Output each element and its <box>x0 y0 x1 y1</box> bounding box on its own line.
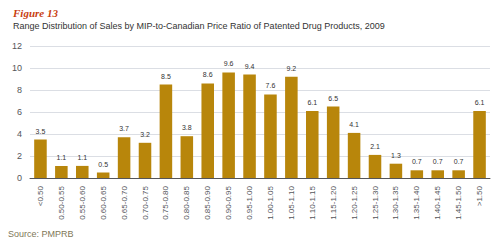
svg-text:Figure 13: Figure 13 <box>12 7 58 19</box>
svg-text:1.1: 1.1 <box>56 154 66 161</box>
svg-text:0.95-1.00: 0.95-1.00 <box>245 185 254 219</box>
svg-text:3.7: 3.7 <box>119 125 129 132</box>
svg-text:12: 12 <box>12 41 22 51</box>
svg-text:1.15-1.20: 1.15-1.20 <box>329 185 338 219</box>
svg-text:0.90-0.95: 0.90-0.95 <box>224 185 233 219</box>
svg-text:0.80-0.85: 0.80-0.85 <box>182 185 191 219</box>
svg-text:4.1: 4.1 <box>349 121 359 128</box>
svg-text:1.30-1.35: 1.30-1.35 <box>391 185 400 219</box>
svg-text:1.3: 1.3 <box>391 152 401 159</box>
svg-text:0.7: 0.7 <box>454 158 464 165</box>
svg-text:0.7: 0.7 <box>433 158 443 165</box>
svg-text:6.1: 6.1 <box>307 99 317 106</box>
svg-text:10: 10 <box>12 63 22 73</box>
svg-text:0.60-0.65: 0.60-0.65 <box>99 185 108 219</box>
svg-text:4: 4 <box>17 129 22 139</box>
svg-text:3.8: 3.8 <box>182 124 192 131</box>
svg-text:0.65-0.70: 0.65-0.70 <box>120 185 129 219</box>
svg-text:<0.50: <0.50 <box>36 185 45 206</box>
svg-text:8: 8 <box>17 85 22 95</box>
svg-text:9.2: 9.2 <box>286 65 296 72</box>
svg-text:1.35-1.40: 1.35-1.40 <box>412 185 421 219</box>
svg-text:8.6: 8.6 <box>203 71 213 78</box>
svg-text:1.05-1.10: 1.05-1.10 <box>287 185 296 219</box>
svg-text:0.85-0.90: 0.85-0.90 <box>203 185 212 219</box>
svg-text:1.00-1.05: 1.00-1.05 <box>266 185 275 219</box>
svg-text:1.1: 1.1 <box>77 154 87 161</box>
svg-text:1.25-1.30: 1.25-1.30 <box>371 185 380 219</box>
svg-text:2.1: 2.1 <box>370 143 380 150</box>
svg-text:Range Distribution of Sales by: Range Distribution of Sales by MIP-to-Ca… <box>13 21 385 31</box>
svg-text:3.5: 3.5 <box>36 128 46 135</box>
svg-text:0: 0 <box>17 173 22 183</box>
svg-text:1.45-1.50: 1.45-1.50 <box>454 185 463 219</box>
svg-text:0.75-0.80: 0.75-0.80 <box>161 185 170 219</box>
svg-text:6.5: 6.5 <box>328 95 338 102</box>
svg-text:1.20-1.25: 1.20-1.25 <box>350 185 359 219</box>
svg-text:>1.50: >1.50 <box>475 185 484 206</box>
svg-text:6: 6 <box>17 107 22 117</box>
svg-text:0.5: 0.5 <box>98 161 108 168</box>
svg-text:3.2: 3.2 <box>140 131 150 138</box>
svg-text:9.6: 9.6 <box>224 60 234 67</box>
svg-text:0.7: 0.7 <box>412 158 422 165</box>
svg-text:1.40-1.45: 1.40-1.45 <box>433 185 442 219</box>
svg-text:0.50-0.55: 0.50-0.55 <box>57 185 66 219</box>
svg-text:7.6: 7.6 <box>266 82 276 89</box>
svg-text:6.1: 6.1 <box>475 99 485 106</box>
svg-text:8.5: 8.5 <box>161 73 171 80</box>
svg-text:9.4: 9.4 <box>245 63 255 70</box>
svg-text:1.10-1.15: 1.10-1.15 <box>308 185 317 219</box>
svg-text:0.55-0.60: 0.55-0.60 <box>78 185 87 219</box>
svg-text:0.70-0.75: 0.70-0.75 <box>141 185 150 219</box>
svg-text:2: 2 <box>17 151 22 161</box>
svg-text:Source: PMPRB: Source: PMPRB <box>8 229 74 239</box>
